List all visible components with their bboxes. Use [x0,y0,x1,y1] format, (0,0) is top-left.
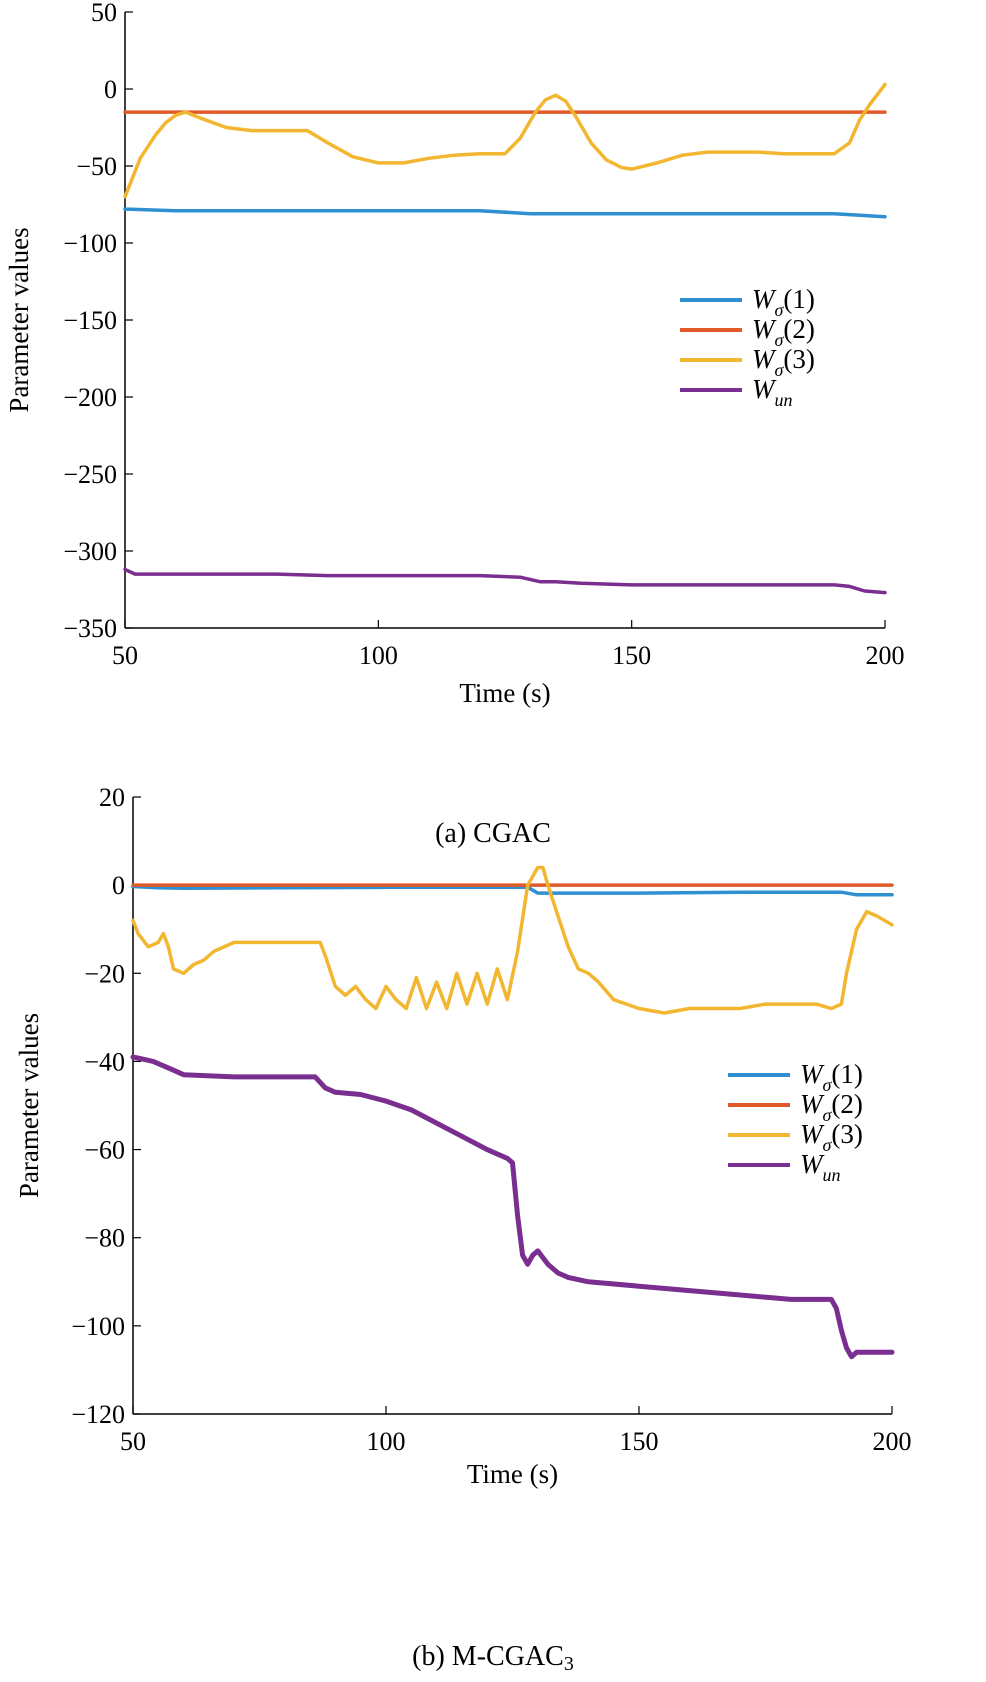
legend-label-1: Wσ(1) [752,284,815,320]
y-tick-label: −350 [63,614,117,643]
x-tick-label: 50 [120,1427,146,1456]
x-axis-label: Time (s) [459,678,550,708]
caption-a: (a) CGAC [435,818,551,849]
legend-label-4: Wun [800,1149,841,1185]
y-tick-label: 50 [91,0,117,27]
y-tick-label: −250 [63,460,117,489]
y-tick-label: 0 [104,75,117,104]
caption-b-subscript: 3 [564,1653,574,1675]
y-tick-label: 0 [112,871,125,900]
y-tick-label: −100 [71,1312,125,1341]
legend-label-3: Wσ(3) [800,1119,863,1155]
y-tick-label: −150 [63,306,117,335]
y-tick-label: 20 [99,783,125,812]
y-tick-label: −60 [84,1136,125,1165]
legend-label-1: Wσ(1) [800,1059,863,1095]
series-line-3 [123,82,887,199]
legend-label-2: Wσ(2) [800,1089,863,1125]
x-tick-label: 150 [612,641,651,670]
y-tick-label: −100 [63,229,117,258]
caption-b-main: (b) M-CGAC [412,1641,564,1672]
legend-label-3: Wσ(3) [752,344,815,380]
x-tick-label: 100 [359,641,398,670]
x-tick-label: 200 [866,641,905,670]
x-tick-label: 200 [873,1427,912,1456]
y-axis-label: Parameter values [4,227,34,412]
x-tick-label: 150 [620,1427,659,1456]
legend-label-2: Wσ(2) [752,314,815,350]
y-tick-label: −40 [84,1047,125,1076]
legend-label-4: Wun [752,374,793,410]
series-line-3 [131,865,894,1015]
y-tick-label: −120 [71,1400,125,1429]
y-tick-label: −50 [76,152,117,181]
series-line-4 [123,567,887,595]
y-tick-label: −20 [84,959,125,988]
x-tick-label: 100 [367,1427,406,1456]
caption-b: (b) M-CGAC3 [412,1641,574,1675]
x-tick-label: 50 [112,641,138,670]
y-tick-label: −80 [84,1224,125,1253]
y-tick-label: −300 [63,537,117,566]
series-line-1 [123,207,887,219]
y-axis-label: Parameter values [14,1013,44,1198]
x-axis-label: Time (s) [467,1459,558,1489]
y-tick-label: −200 [63,383,117,412]
series-line-4 [130,1054,895,1360]
